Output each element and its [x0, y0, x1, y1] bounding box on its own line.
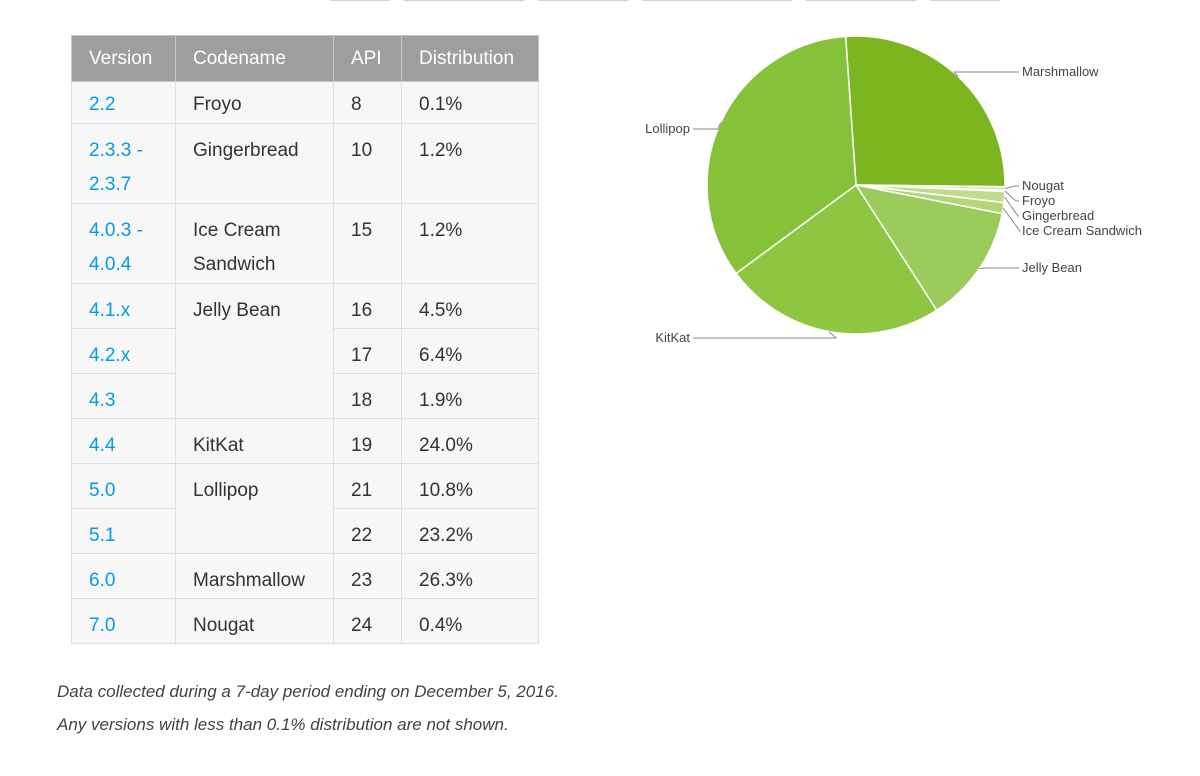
leader-line: [1004, 190, 1019, 202]
version-link[interactable]: 6.0: [71, 553, 176, 599]
version-link[interactable]: 4.2.x: [71, 328, 176, 374]
leader-line: [979, 267, 1019, 270]
codename-cell: Lollipop: [175, 463, 334, 554]
version-line: 2.3.7: [89, 174, 132, 195]
pie-label: KitKat: [655, 330, 690, 345]
version-link[interactable]: 2.3.3 - 2.3.7: [71, 123, 176, 204]
pie-label: Froyo: [1022, 193, 1055, 208]
table-row: 7.0 Nougat 24 0.4%: [71, 598, 539, 644]
leader-line: [1004, 185, 1019, 190]
header-api: API: [333, 35, 402, 82]
leader-line: [1002, 207, 1021, 232]
distribution-cell: 23.2%: [401, 508, 539, 554]
version-link[interactable]: 4.3: [71, 373, 176, 419]
version-line: 4.0.4: [89, 254, 132, 275]
footnotes: Data collected during a 7-day period end…: [57, 675, 559, 741]
codename-cell: Jelly Bean: [175, 283, 334, 419]
version-link[interactable]: 4.4: [71, 418, 176, 464]
codename-cell: Nougat: [175, 598, 334, 644]
pie-slice-lollipop: [706, 35, 857, 275]
distribution-cell: 0.4%: [401, 598, 539, 644]
api-cell: 24: [333, 598, 402, 644]
table-row: 2.2 Froyo 8 0.1%: [71, 81, 539, 124]
api-cell: 18: [333, 373, 402, 419]
codename-cell: Gingerbread: [175, 123, 334, 204]
table-row: 4.1.x Jelly Bean 16 4.5%: [71, 283, 539, 419]
codename-cell: Ice Cream Sandwich: [175, 203, 334, 284]
distribution-cell: 10.8%: [401, 463, 539, 509]
header-codename: Codename: [175, 35, 334, 82]
version-link[interactable]: 2.2: [71, 81, 176, 124]
api-cell: 22: [333, 508, 402, 554]
codename-cell: Marshmallow: [175, 553, 334, 599]
distribution-cell: 1.2%: [401, 123, 539, 204]
table-row: 4.2.x 17 6.4%: [71, 328, 539, 374]
codename-line: Sandwich: [193, 254, 276, 275]
version-link[interactable]: 4.1.x: [71, 283, 176, 329]
pie-slice-marshmallow: [844, 35, 1006, 188]
leader-line: [952, 71, 1019, 77]
table-row: 4.0.3 - 4.0.4 Ice Cream Sandwich 15 1.2%: [71, 203, 539, 284]
api-cell: 17: [333, 328, 402, 374]
pie-label: Jelly Bean: [1022, 260, 1082, 275]
cropped-text-strip: [330, 0, 1030, 3]
pie-label: Lollipop: [645, 121, 690, 136]
distribution-table: Version Codename API Distribution 2.2 Fr…: [71, 35, 539, 644]
distribution-cell: 1.9%: [401, 373, 539, 419]
table-row: 6.0 Marshmallow 23 26.3%: [71, 553, 539, 599]
header-distribution: Distribution: [401, 35, 539, 82]
version-line: 2.3.3 -: [89, 140, 143, 161]
pie-slice-kitkat: [735, 183, 938, 335]
table-row: 5.0 Lollipop 21 10.8%: [71, 463, 539, 554]
table-row: 4.4 KitKat 19 24.0%: [71, 418, 539, 464]
api-cell: 15: [333, 203, 402, 284]
pie-label: Gingerbread: [1022, 208, 1094, 223]
pie-label: Ice Cream Sandwich: [1022, 223, 1142, 238]
version-line: 4.0.3 -: [89, 220, 143, 241]
distribution-cell: 24.0%: [401, 418, 539, 464]
distribution-cell: 0.1%: [401, 81, 539, 124]
pie-slices: [706, 35, 1006, 335]
distribution-cell: 1.2%: [401, 203, 539, 284]
api-cell: 16: [333, 283, 402, 329]
note-collection-period: Data collected during a 7-day period end…: [57, 682, 559, 701]
api-cell: 21: [333, 463, 402, 509]
leader-line: [693, 331, 838, 339]
distribution-cell: 26.3%: [401, 553, 539, 599]
version-link[interactable]: 4.0.3 - 4.0.4: [71, 203, 176, 284]
codename-line: Ice Cream: [193, 220, 281, 241]
table-row: 5.1 22 23.2%: [71, 508, 539, 554]
distribution-cell: 6.4%: [401, 328, 539, 374]
api-cell: 8: [333, 81, 402, 124]
version-link[interactable]: 5.1: [71, 508, 176, 554]
api-cell: 23: [333, 553, 402, 599]
leader-line: [1004, 196, 1019, 217]
table-row: 2.3.3 - 2.3.7 Gingerbread 10 1.2%: [71, 123, 539, 204]
api-cell: 10: [333, 123, 402, 204]
pie-label: Nougat: [1022, 178, 1064, 193]
codename-cell: Froyo: [175, 81, 334, 124]
header-version: Version: [71, 35, 176, 82]
pie-leader-lines: [693, 71, 1021, 339]
pie-slice-jelly-bean: [854, 183, 1004, 312]
codename-cell: KitKat: [175, 418, 334, 464]
note-threshold: Any versions with less than 0.1% distrib…: [57, 715, 509, 734]
version-link[interactable]: 7.0: [71, 598, 176, 644]
api-cell: 19: [333, 418, 402, 464]
leader-line: [693, 122, 722, 130]
table-header-row: Version Codename API Distribution: [71, 35, 539, 82]
pie-label: Marshmallow: [1022, 64, 1099, 79]
version-link[interactable]: 5.0: [71, 463, 176, 509]
table-row: 4.3 18 1.9%: [71, 373, 539, 419]
distribution-cell: 4.5%: [401, 283, 539, 329]
